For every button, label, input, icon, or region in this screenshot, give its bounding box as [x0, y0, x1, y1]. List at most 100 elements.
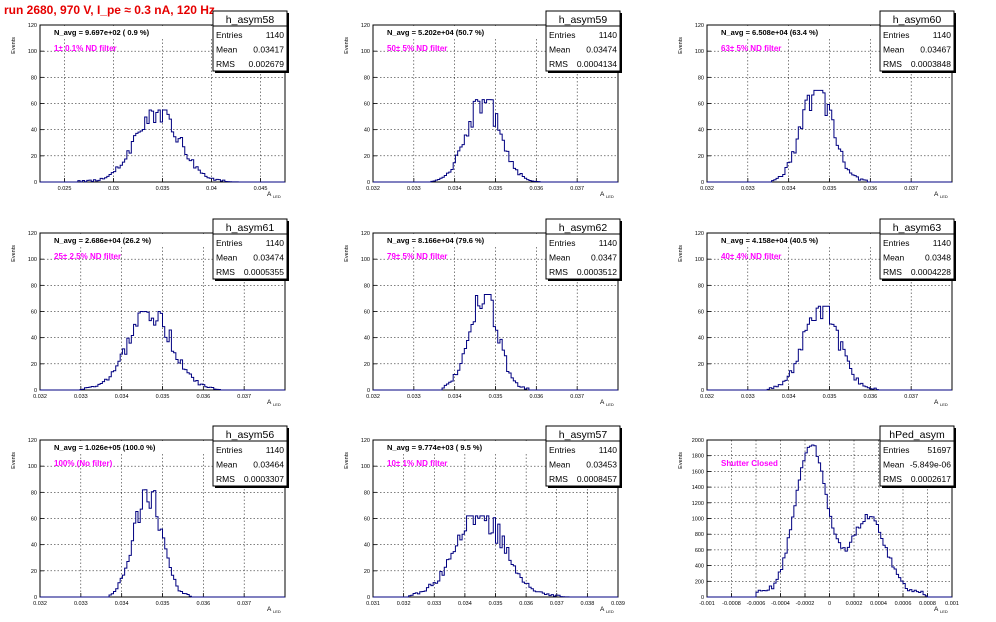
histogram-line: [707, 89, 952, 183]
x-axis-label: A: [600, 606, 605, 613]
x-axis-label-sub: LED: [606, 402, 614, 407]
x-axis-label-sub: LED: [606, 609, 614, 614]
y-axis-label: Events: [344, 245, 350, 262]
stats-value: 0.03417: [253, 45, 284, 55]
y-tick-label: 40: [31, 336, 37, 342]
y-tick-label: 60: [31, 102, 37, 108]
stats-value: 0.0005355: [244, 267, 284, 277]
x-tick-label: 0.0002: [846, 601, 863, 607]
stats-label: RMS: [883, 59, 902, 69]
stats-box: [212, 218, 288, 280]
stats-value: 1140: [599, 238, 618, 248]
stats-value: 0.0347: [591, 253, 617, 263]
x-axis-label: A: [267, 606, 272, 613]
y-tick-label: 20: [364, 154, 370, 160]
histogram-line: [40, 311, 285, 391]
stats-label: RMS: [216, 267, 235, 277]
filter-annotation: 100% (No filter): [54, 459, 113, 468]
navg-text: N_avg = 8.166e+04 (79.6 %): [387, 236, 485, 245]
histogram-panel-h_asym58: 0.025 0.03 0.035 0.04 0.045 0 20 40 60 80 100 120 Ev…: [11, 10, 289, 199]
histogram-line: [707, 444, 952, 598]
histogram-line: [40, 489, 285, 598]
x-tick-label: 0.03: [108, 186, 119, 192]
stats-value: 0.0008457: [577, 474, 617, 484]
x-tick-label: 0.036: [196, 394, 210, 400]
stats-label: Mean: [216, 253, 238, 263]
x-tick-label: 0.036: [863, 186, 877, 192]
navg-background: [383, 26, 551, 38]
x-tick-label: 0.0004: [870, 601, 887, 607]
y-tick-label: 0: [701, 180, 704, 186]
y-axis-label: Events: [678, 452, 684, 469]
x-axis-label: A: [934, 191, 939, 198]
filter-annotation: Shutter Closed: [721, 459, 778, 468]
y-tick-label: 120: [361, 231, 370, 237]
stats-box: [879, 425, 955, 487]
histogram-panel-hPed_asym: -0.001 -0.0008 -0.0006 -0.0004 -0.0002 0 0.000…: [678, 425, 959, 614]
stats-value: 0.03474: [253, 253, 284, 263]
stats-label: Entries: [883, 30, 909, 40]
y-tick-label: 0: [367, 180, 370, 186]
x-axis-label-sub: LED: [273, 194, 281, 199]
y-tick-label: 40: [698, 336, 704, 342]
x-tick-label: 0.035: [489, 601, 503, 607]
x-tick-label: 0.036: [529, 394, 543, 400]
histogram-name: h_asym58: [226, 14, 275, 26]
x-tick-label: 0.035: [156, 394, 170, 400]
y-axis-label: Events: [344, 37, 350, 54]
y-tick-label: 60: [698, 310, 704, 316]
y-tick-label: 1400: [692, 485, 704, 491]
y-tick-label: 60: [31, 517, 37, 523]
y-tick-label: 120: [28, 231, 37, 237]
x-tick-label: 0.033: [74, 394, 88, 400]
y-axis-label: Events: [344, 452, 350, 469]
y-axis-label: Events: [11, 452, 17, 469]
stats-value: 0.002679: [249, 59, 285, 69]
y-tick-label: 1000: [692, 517, 704, 523]
stats-value: 0.0004134: [577, 59, 617, 69]
histogram-line: [373, 99, 618, 183]
navg-background: [50, 441, 218, 453]
x-axis-label-sub: LED: [940, 609, 948, 614]
histogram-name: h_asym63: [893, 222, 942, 234]
x-tick-label: 0.045: [254, 186, 268, 192]
y-tick-label: 40: [31, 543, 37, 549]
x-tick-label: -0.0006: [747, 601, 766, 607]
x-tick-label: -0.0002: [796, 601, 815, 607]
filter-annotation: 25± 2.5% ND filter: [54, 252, 121, 261]
y-tick-label: 60: [698, 102, 704, 108]
x-tick-label: 0.033: [74, 601, 88, 607]
stats-label: RMS: [883, 267, 902, 277]
x-tick-label: 0.035: [156, 601, 170, 607]
x-tick-label: -0.0008: [722, 601, 741, 607]
navg-background: [50, 26, 218, 38]
histogram-panel-h_asym59: 0.032 0.033 0.034 0.035 0.036 0.037 0 20 40 60 80 1…: [344, 10, 622, 199]
navg-background: [717, 234, 885, 246]
x-axis-label-sub: LED: [940, 194, 948, 199]
histogram-panel-h_asym63: 0.032 0.033 0.034 0.035 0.036 0.037 0 20 40 60 80 1…: [678, 218, 956, 407]
y-tick-label: 120: [695, 231, 704, 237]
x-tick-label: 0.037: [570, 186, 584, 192]
stats-label: Entries: [549, 445, 575, 455]
y-tick-label: 800: [695, 532, 704, 538]
filter-annotation: 1± 0.1% ND filter: [54, 44, 117, 53]
stats-box: [545, 10, 621, 72]
stats-value: 0.0003848: [911, 59, 951, 69]
stats-label: RMS: [216, 474, 235, 484]
histogram-panel-h_asym60: 0.032 0.033 0.034 0.035 0.036 0.037 0 20 40 60 80 1…: [678, 10, 956, 199]
stats-label: Entries: [216, 445, 242, 455]
y-axis-label: Events: [678, 245, 684, 262]
histogram-panel-h_asym57: 0.031 0.032 0.033 0.034 0.035 0.036 0.037 0.038…: [344, 425, 625, 614]
y-axis-label: Events: [11, 245, 17, 262]
histogram-line: [373, 515, 618, 598]
y-tick-label: 20: [698, 154, 704, 160]
y-tick-label: 120: [361, 438, 370, 444]
x-tick-label: 0.032: [366, 394, 380, 400]
x-tick-label: 0.033: [407, 394, 421, 400]
x-axis-label-sub: LED: [273, 609, 281, 614]
histogram-name: h_asym60: [893, 14, 942, 26]
y-tick-label: 40: [364, 543, 370, 549]
stats-value: -5.849e-06: [910, 460, 951, 470]
x-tick-label: 0.033: [407, 186, 421, 192]
y-axis-label: Events: [678, 37, 684, 54]
